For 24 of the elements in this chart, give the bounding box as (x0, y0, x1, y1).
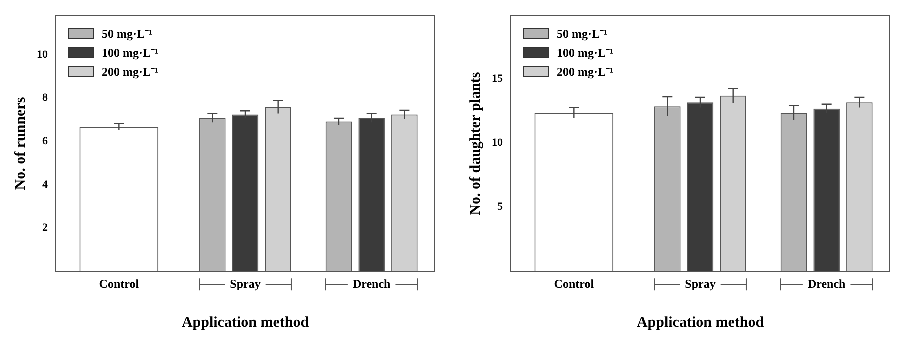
y-axis-title: No. of runners (12, 97, 29, 190)
legend-label: 100 mg·L⁻¹ (102, 45, 159, 61)
y-tick-label: 2 (42, 222, 48, 234)
x-tick-label: Spray (685, 276, 716, 291)
y-tick-label: 5 (498, 201, 504, 214)
x-tick-label: Control (99, 276, 140, 291)
x-axis-title: Application method (636, 314, 765, 331)
y-tick-label: 6 (42, 135, 48, 148)
x-tick-label: Control (554, 276, 595, 291)
x-tick-label: Drench (352, 276, 392, 291)
legend-label: 200 mg·L⁻¹ (557, 64, 614, 80)
x-tick-label: Drench (808, 276, 846, 291)
y-tick-label: 8 (42, 92, 48, 104)
x-axis-title: Application method (182, 314, 310, 331)
x-tick-label: Spray (230, 276, 261, 291)
legend-label: 100 mg·L⁻¹ (557, 45, 614, 61)
y-tick-label: 15 (492, 72, 504, 85)
legend-label: 50 mg·L⁻¹ (557, 26, 608, 42)
y-tick-label: 4 (42, 178, 48, 191)
y-axis-title: No. of daughter plants (468, 72, 484, 216)
legend-label: 200 mg·L⁻¹ (102, 64, 159, 80)
y-tick-label: 10 (37, 48, 48, 61)
legend-label: 50 mg·L⁻¹ (102, 26, 153, 42)
y-tick-label: 10 (492, 137, 504, 149)
